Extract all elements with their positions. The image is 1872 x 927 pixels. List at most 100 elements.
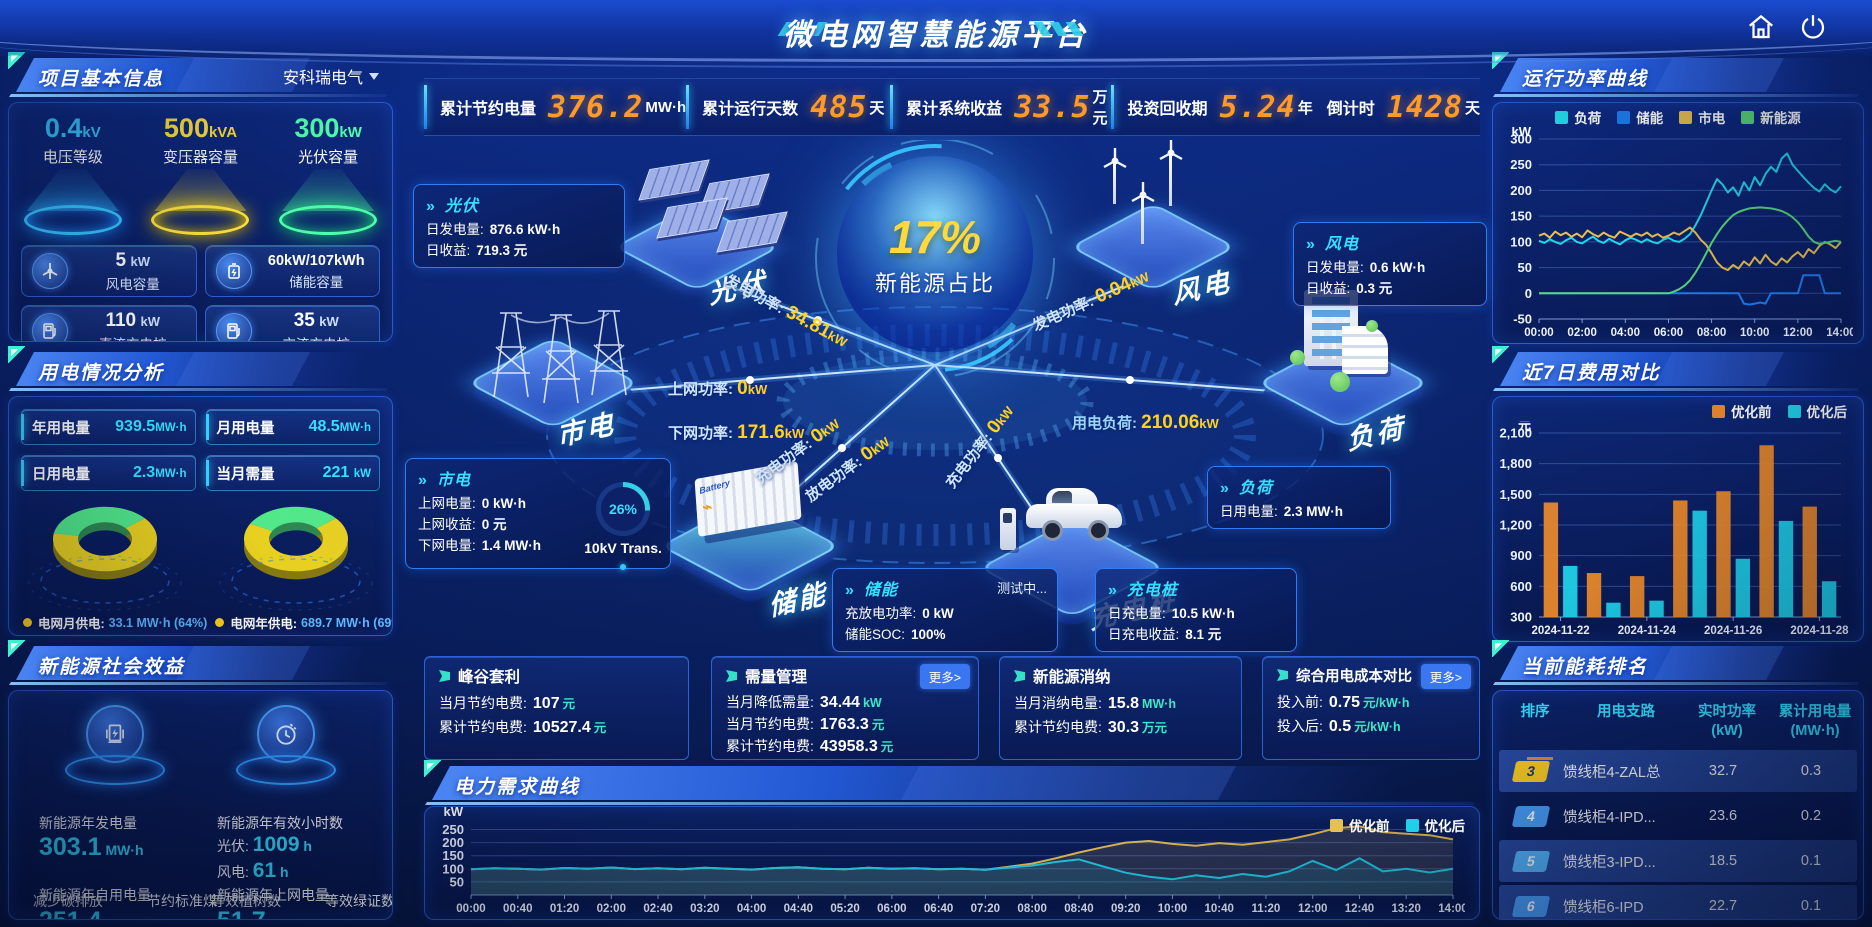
dc-charger-icon: [32, 313, 68, 341]
stat-pv-capacity: 300kW 光伏容量: [269, 113, 387, 235]
legend-item: 优化后: [1787, 401, 1847, 421]
donut-chart-month: [28, 506, 182, 611]
legend-item: 新能源: [1741, 107, 1801, 127]
wind-turbine-icon: [32, 253, 68, 289]
svg-text:00:00: 00:00: [456, 903, 485, 915]
benefit-feed-label: 新能源年上网电量: [217, 887, 329, 903]
svg-text:14:00: 14:00: [1826, 327, 1853, 339]
table-row[interactable]: 3 馈线柜4-ZAL总 32.7 0.3: [1499, 750, 1857, 792]
donut-chart-year: [219, 506, 373, 611]
svg-text:07:20: 07:20: [971, 903, 1000, 915]
legend-item: 优化后: [1405, 815, 1465, 835]
svg-text:14:00: 14:00: [1438, 903, 1465, 915]
panel-title-cost-7d: 近7日费用对比: [1522, 363, 1661, 384]
more-button-cost[interactable]: 更多>: [1420, 664, 1471, 689]
legend-item: 优化前: [1712, 401, 1772, 421]
panel-corner-icon: [8, 640, 25, 657]
infobox-charger: » 充电桩 日充电量: 10.5 kW·h 日充电收益: 8.1 元: [1095, 568, 1297, 652]
power-icon[interactable]: [1798, 12, 1832, 44]
infobox-load: » 负荷 日用电量: 2.3 MW·h: [1207, 466, 1391, 529]
stat-wind-capacity: 5 kW 风电容量: [21, 245, 197, 297]
infobox-storage: » 储能 测试中... 充放电功率: 0 kW 储能SOC: 100%: [832, 568, 1058, 652]
svg-text:200: 200: [1510, 183, 1532, 198]
renewable-share-label: 新能源占比: [874, 271, 995, 296]
project-info-body: 0.4kV 电压等级 500kVA 变压器容量 300kW 光伏容量 5 kW 风…: [8, 102, 393, 342]
benefit-carbon-label: 减少碳排放: [33, 893, 103, 909]
svg-text:2024-11-22: 2024-11-22: [1531, 625, 1589, 637]
svg-text:08:00: 08:00: [1697, 327, 1726, 339]
panel-title-demand-curve: 电力需求曲线: [454, 777, 581, 798]
svg-text:2024-11-28: 2024-11-28: [1790, 625, 1849, 637]
benefit-coal-label: 节约标准煤: [147, 893, 217, 909]
double-chevron-icon: »: [418, 472, 428, 489]
panel-corner-icon: [1492, 346, 1509, 363]
flag-icon: [726, 670, 737, 682]
svg-text:900: 900: [1510, 548, 1532, 563]
svg-text:0: 0: [1525, 286, 1532, 301]
renewable-share-percent: 17%: [888, 211, 982, 263]
svg-text:01:20: 01:20: [550, 903, 579, 915]
benefit-certs-label: 等效绿证数: [325, 893, 393, 909]
benefit-gen-label: 新能源年发电量: [39, 815, 137, 831]
panel-title-run-power: 运行功率曲线: [1522, 69, 1649, 90]
kpi-system-income: 累计系统收益 33.5 万元: [890, 85, 1111, 129]
svg-text:06:40: 06:40: [924, 903, 953, 915]
legend-grid-year: 电网年供电:689.7 MW·h (69%): [215, 613, 392, 632]
svg-text:150: 150: [442, 848, 464, 863]
svg-text:12:40: 12:40: [1345, 903, 1374, 915]
kpi-mini-panels: 峰谷套利 当月节约电费: 107 元 累计节约电费: 10527.4 元 需量管理 更多…: [424, 656, 1480, 760]
stat-voltage-level: 0.4kV 电压等级: [14, 113, 132, 235]
svg-text:300: 300: [1510, 132, 1532, 147]
svg-text:250: 250: [442, 822, 464, 837]
svg-text:00:40: 00:40: [503, 903, 532, 915]
legend-grid-month: 电网月供电: 33.1 MW·h (64%): [23, 613, 209, 632]
flag-icon: [439, 670, 450, 682]
table-row[interactable]: 4 馈线柜4-IPD... 23.6 0.2: [1499, 795, 1857, 837]
benefit-trees-label: 等效植树数: [211, 893, 281, 909]
svg-text:100: 100: [1510, 234, 1532, 249]
svg-text:04:00: 04:00: [737, 903, 766, 915]
benefit-selfuse-value: 251.4 MW·h: [39, 907, 144, 919]
more-button-demand[interactable]: 更多>: [919, 664, 970, 689]
panel-energy-ranking: 当前能耗排名 排序 用电支路 实时功率 (kW) 累计用电量 (MW·h) 3 馈线…: [1492, 640, 1864, 920]
double-chevron-icon: »: [845, 582, 855, 599]
charging-pile-illustration: [1000, 508, 1016, 550]
svg-text:12:00: 12:00: [1298, 903, 1327, 915]
svg-text:02:00: 02:00: [1567, 327, 1596, 339]
stat-month-demand: 当月需量 221 kW: [205, 455, 380, 491]
svg-text:2024-11-24: 2024-11-24: [1618, 625, 1677, 637]
transformer-gauge: 26%: [596, 482, 650, 536]
spotlight-stats: 0.4kV 电压等级 500kVA 变压器容量 300kW 光伏容量: [9, 103, 392, 235]
table-row[interactable]: 5 馈线柜3-IPD... 18.5 0.1: [1499, 840, 1857, 882]
cost-chart-legend: 优化前 优化后: [1493, 401, 1863, 421]
kpi-payback: 投资回收期 5.24 年 倒计时 1428 天: [1111, 85, 1480, 129]
svg-text:06:00: 06:00: [877, 903, 906, 915]
benefit-hours-label: 新能源年有效小时数: [217, 815, 343, 831]
table-row[interactable]: 6 馈线柜6-IPD 22.7 0.1: [1499, 885, 1857, 919]
transformer-label: 10kV Trans.: [584, 540, 662, 556]
header-swoosh-2: [0, 40, 1872, 68]
mini-panel-peak-valley: 峰谷套利 当月节约电费: 107 元 累计节约电费: 10527.4 元: [424, 656, 689, 760]
benefit-gen-value: 303.1 MW·h: [39, 833, 144, 861]
company-dropdown[interactable]: 安科瑞电气: [283, 64, 379, 88]
panel-corner-icon: [8, 52, 25, 69]
svg-text:02:00: 02:00: [597, 903, 626, 915]
infobox-pv: » 光伏 日发电量: 876.6 kW·h 日收益: 719.3 元: [413, 184, 625, 268]
svg-text:50: 50: [1518, 260, 1532, 275]
home-icon[interactable]: [1746, 12, 1780, 44]
energy-flow-scene: Battery⌁ 光伏 风电 市电 负荷 储能 充电桩 17% 新能源占比 发电…: [400, 140, 1487, 652]
chevron-down-icon: [369, 72, 379, 85]
svg-text:1,200: 1,200: [1499, 518, 1532, 533]
svg-text:2,100: 2,100: [1499, 426, 1532, 441]
legend-item: 市电: [1679, 107, 1725, 127]
benefit-body: 新能源年发电量 303.1 MW·h 新能源年有效小时数 光伏: 1009 h …: [8, 690, 393, 920]
svg-text:1,800: 1,800: [1499, 456, 1532, 471]
battery-icon: [215, 253, 252, 289]
benefit-hours-pv: 光伏: 1009 h: [217, 833, 312, 856]
solar-panels-illustration: [638, 158, 788, 253]
stat-day-usage: 日用电量 2.3MW·h: [21, 455, 196, 491]
panel-corner-icon: [1492, 640, 1509, 657]
svg-text:1,500: 1,500: [1499, 487, 1532, 502]
storage-status-tag: 测试中...: [997, 581, 1047, 596]
